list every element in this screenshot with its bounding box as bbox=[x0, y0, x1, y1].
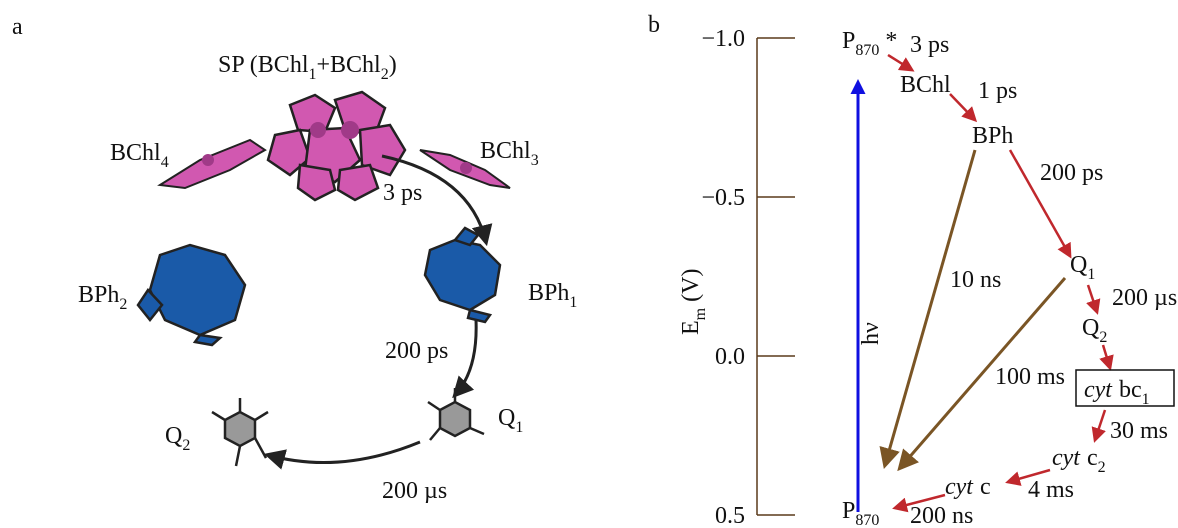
bc1-box bbox=[1075, 369, 1175, 407]
text-part: BPh bbox=[972, 123, 1013, 149]
subscript: 1 bbox=[569, 294, 577, 311]
molecule-label: BPh1 bbox=[528, 280, 577, 311]
node-label: cyt c bbox=[945, 474, 991, 500]
node-label: P870 bbox=[842, 498, 879, 528]
molecule-label: Q1 bbox=[498, 405, 523, 436]
y-tick-label: 0.5 bbox=[715, 503, 745, 528]
suffix: * bbox=[885, 28, 897, 54]
rate-label: 4 ms bbox=[1028, 477, 1074, 503]
bchl4-molecule bbox=[157, 138, 267, 190]
arrows-a bbox=[263, 154, 493, 470]
rate-label: 200 ps bbox=[1040, 160, 1103, 186]
text-part: Q bbox=[1082, 315, 1099, 341]
bph1-molecule bbox=[423, 226, 502, 324]
node-label: cyt bc1 bbox=[1084, 377, 1150, 408]
node-label: P870 * bbox=[842, 28, 897, 59]
y-tick-label: 0.0 bbox=[715, 344, 745, 370]
node-label: Q2 bbox=[1082, 315, 1107, 346]
excitation-label: hν bbox=[858, 322, 884, 345]
subscript: 3 bbox=[531, 152, 539, 169]
title-part: SP (BChl bbox=[218, 52, 309, 78]
q1-molecule bbox=[427, 388, 485, 441]
node-label: BChl bbox=[900, 72, 951, 98]
subscript: 1 bbox=[1087, 266, 1095, 283]
subscript: 2 bbox=[381, 66, 389, 83]
suffix: (V) bbox=[678, 269, 704, 302]
subscript: 1 bbox=[1142, 391, 1150, 408]
panel-label: a bbox=[12, 14, 23, 40]
subscript: 1 bbox=[308, 66, 316, 83]
rate-label: 100 ms bbox=[995, 364, 1065, 390]
text-part: E bbox=[678, 320, 704, 335]
rate-label: 3 ps bbox=[910, 32, 949, 58]
molecule-label: BPh2 bbox=[78, 282, 127, 313]
molecule-label: Q2 bbox=[165, 423, 190, 454]
rate-label: 10 ns bbox=[950, 267, 1001, 293]
bph2-molecule bbox=[136, 243, 247, 347]
subscript: 2 bbox=[1098, 459, 1106, 476]
title-part: ) bbox=[389, 52, 397, 78]
text-part: Q bbox=[165, 423, 182, 449]
complex-title: SP (BChl1+BChl2) bbox=[218, 52, 397, 83]
rate-label: 30 ms bbox=[1110, 418, 1168, 444]
text-part: BChl bbox=[110, 140, 161, 166]
arrows-b bbox=[887, 53, 1114, 513]
subscript: 2 bbox=[1099, 329, 1107, 346]
subscript: m bbox=[692, 307, 709, 320]
italic-part: cyt bbox=[945, 474, 974, 500]
rate-label: 200 µs bbox=[1112, 285, 1177, 311]
bchl3-molecule bbox=[419, 149, 511, 189]
subscript: 2 bbox=[182, 437, 190, 454]
rate-label: 3 ps bbox=[383, 180, 422, 206]
rate-label: 200 µs bbox=[382, 478, 447, 504]
subscript: 2 bbox=[119, 296, 127, 313]
text-part: bc bbox=[1119, 377, 1142, 403]
text-part: BChl bbox=[480, 138, 531, 164]
q2-molecule bbox=[211, 398, 269, 467]
rate-label: 200 ns bbox=[910, 503, 973, 528]
subscript: 870 bbox=[855, 512, 879, 528]
text-part: Q bbox=[498, 405, 515, 431]
subscript: 4 bbox=[161, 154, 169, 171]
rate-label: 200 ps bbox=[385, 338, 448, 364]
subscript: 1 bbox=[515, 419, 523, 436]
text-part: Q bbox=[1070, 252, 1087, 278]
italic-part: cyt bbox=[1052, 445, 1081, 471]
subscript: 870 bbox=[855, 42, 879, 59]
text-part: P bbox=[842, 498, 855, 524]
text-part: c bbox=[1087, 445, 1098, 471]
text-part: c bbox=[980, 474, 991, 500]
axis-label: Em (V) bbox=[678, 269, 709, 335]
text-part: BChl bbox=[900, 72, 951, 98]
y-tick-label: −0.5 bbox=[701, 185, 745, 211]
decay-arrows bbox=[879, 149, 1067, 472]
node-label: Q1 bbox=[1070, 252, 1095, 283]
text-part: BPh bbox=[78, 282, 119, 308]
italic-part: cyt bbox=[1084, 377, 1113, 403]
node-label: cyt c2 bbox=[1052, 445, 1106, 476]
title-part: +BChl bbox=[316, 52, 381, 78]
node-label: BPh bbox=[972, 123, 1013, 149]
molecule-label: BChl4 bbox=[110, 140, 169, 171]
special-pair bbox=[266, 90, 407, 202]
panel-label: b bbox=[648, 12, 660, 38]
y-tick-label: −1.0 bbox=[701, 26, 745, 52]
text-part: BPh bbox=[528, 280, 569, 306]
molecule-label: BChl3 bbox=[480, 138, 539, 169]
text-part: P bbox=[842, 28, 855, 54]
rate-label: 1 ps bbox=[978, 78, 1017, 104]
